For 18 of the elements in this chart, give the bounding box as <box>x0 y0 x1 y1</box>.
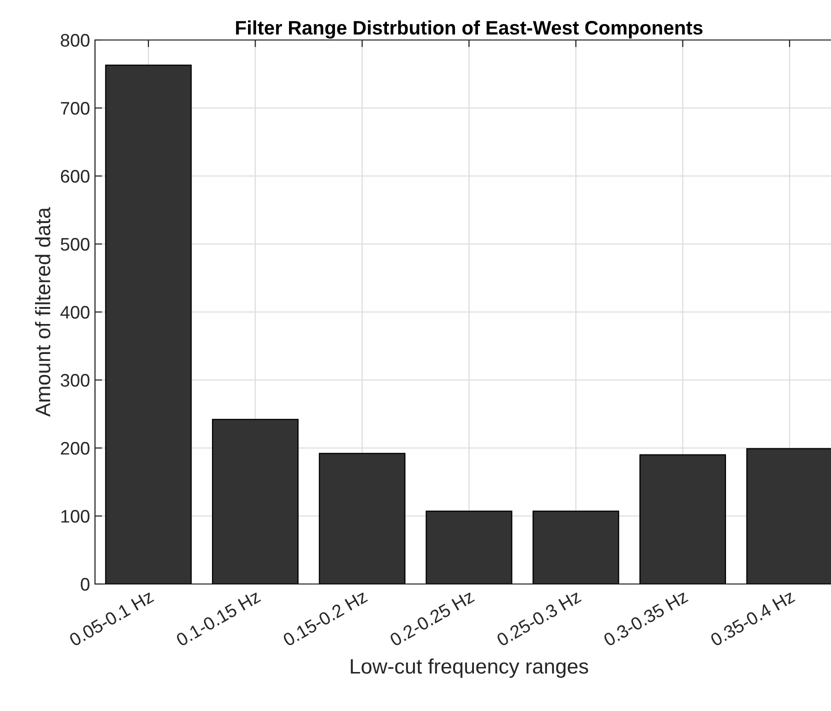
chart-title: Filter Range Distrbution of East-West Components <box>236 20 702 39</box>
bar <box>426 510 512 584</box>
y-tick-label: 400 <box>60 306 90 319</box>
y-tick-label: 800 <box>60 34 90 47</box>
y-axis-title: Amount of filtered data <box>35 207 50 417</box>
bar <box>212 418 299 584</box>
y-tick-label: 0 <box>80 578 90 591</box>
bar <box>532 510 620 584</box>
y-tick-label: 100 <box>61 510 90 523</box>
y-tick-label: 300 <box>60 374 90 387</box>
bar <box>318 452 406 584</box>
x-axis-title: Low-cut frequency ranges <box>350 658 588 678</box>
y-tick-label: 500 <box>60 238 90 251</box>
y-tick-label: 700 <box>60 102 90 115</box>
bar <box>639 454 726 584</box>
y-tick-label: 600 <box>60 170 90 183</box>
bar <box>105 64 192 584</box>
y-tick-label: 200 <box>60 442 90 455</box>
